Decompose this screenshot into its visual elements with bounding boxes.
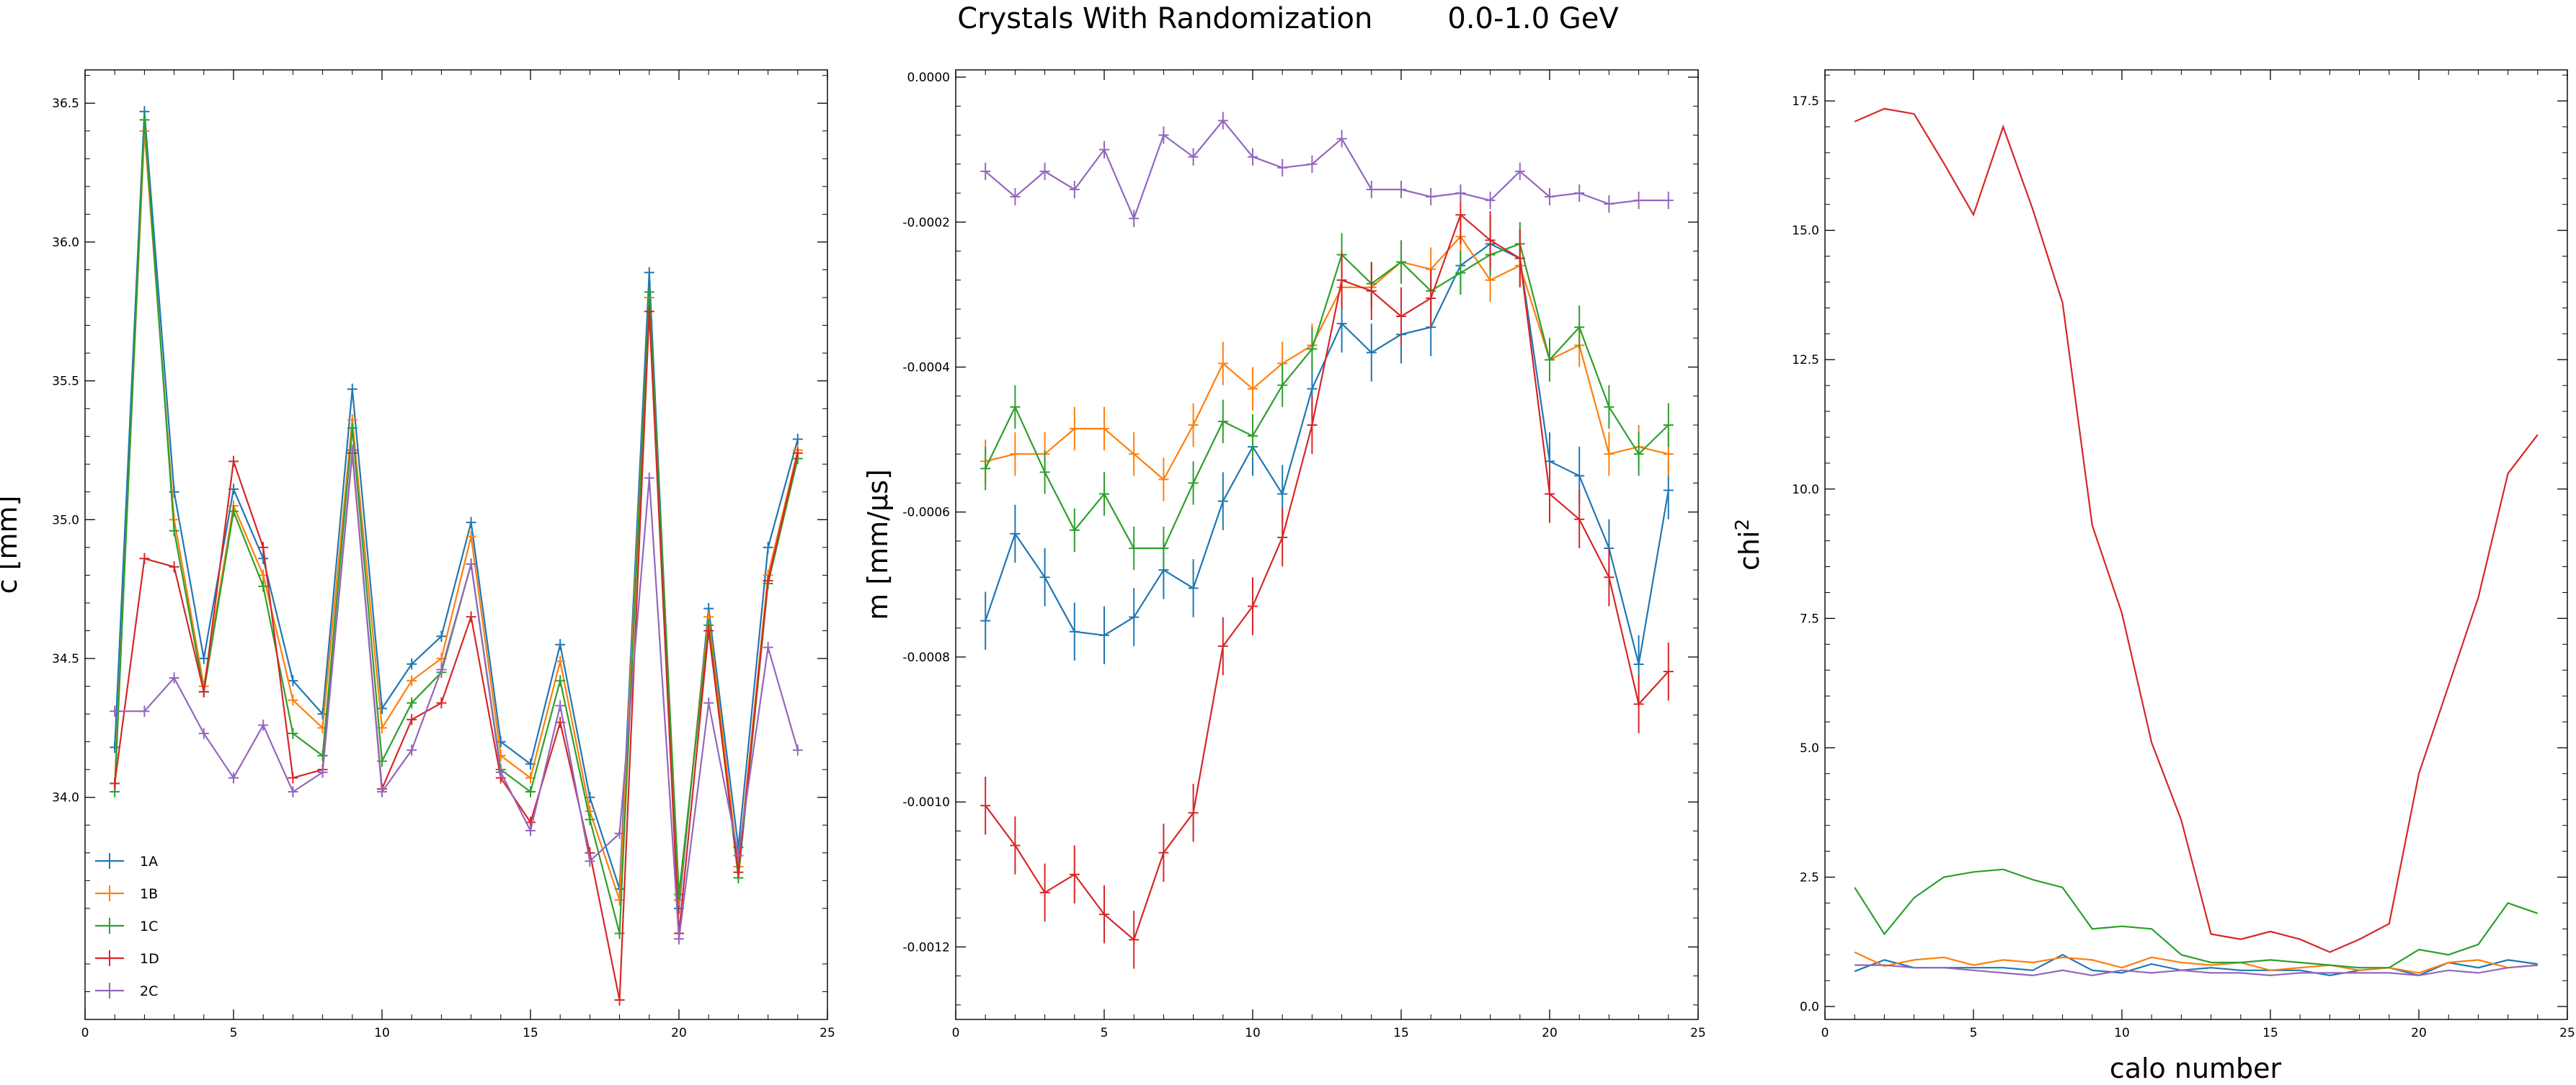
panels-group: 0 5 10 15 20 25 34.0 34.5 35.0 35.5 36.0 36.5 c [mm]… [0, 69, 2575, 1040]
y-tick-label: 0.0 [1800, 1000, 1819, 1014]
x-tick-label: 20 [2411, 1026, 2427, 1040]
series-line-1d [985, 213, 1669, 942]
y-tick-label: 17.5 [1792, 94, 1819, 109]
x-tick-label: 10 [374, 1026, 390, 1040]
series-1a [980, 215, 1674, 694]
y-tick-label: -0.0010 [902, 795, 950, 810]
series-line-1c [985, 243, 1669, 550]
y-tick-label: 36.0 [52, 236, 79, 250]
x-tick-label: 25 [820, 1026, 835, 1040]
energy-range-text: 0.0-1.0 GeV [1447, 2, 1619, 35]
legend-label: 1C [140, 919, 158, 934]
x-tick-label: 10 [2114, 1026, 2130, 1040]
series-line-1a [1854, 953, 2538, 977]
legend-label: 2C [140, 983, 158, 999]
y-tick-label: 12.5 [1792, 353, 1819, 367]
series-line-1b [114, 130, 799, 901]
series-line-1a [985, 243, 1669, 665]
legend-item-1d: 1D [95, 950, 159, 967]
chart-panel-2: 0 5 10 15 20 25 -0.0012 -0.0010 -0.0008 -0.0006 -0… [862, 69, 1706, 1040]
series-1c [110, 114, 803, 939]
series-line-2c [115, 450, 799, 939]
legend-label: 1A [140, 854, 158, 870]
legend-label: 1D [140, 951, 159, 967]
legend: 1A 1B 1C 1D 2C [95, 853, 159, 999]
x-tick-label: 5 [1101, 1026, 1109, 1040]
chart-panel-1: 0 5 10 15 20 25 34.0 34.5 35.0 35.5 36.0 36.5 c [mm]… [0, 69, 835, 1040]
chart-panel-3: 0 5 10 15 20 25 0.0 2.5 5.0 7.5 10.0 12.5 15.0 17.5 ch… [1732, 69, 2575, 1040]
series-1d [110, 305, 803, 1006]
shared-x-axis-label: calo number [2110, 1053, 2282, 1084]
y-tick-label: 34.5 [52, 652, 79, 666]
y-tick-label: 2.5 [1800, 870, 1819, 885]
y-tick-label: 10.0 [1792, 483, 1819, 497]
series-line-1d [1854, 107, 2539, 953]
series-1c [1854, 868, 2539, 969]
y-axis-label: chi2 [1732, 519, 1765, 571]
y-axis-label: c [mm] [0, 496, 23, 594]
series-line-2c [1855, 964, 2538, 977]
x-tick-label: 20 [1542, 1026, 1558, 1040]
series-1b [110, 125, 803, 906]
series-1c [980, 222, 1674, 571]
series-line-2c [985, 119, 1669, 221]
series-1b [1854, 951, 2538, 974]
y-tick-label: 34.0 [52, 791, 79, 805]
x-tick-label: 15 [2262, 1026, 2278, 1040]
figure-title: Crystals With Randomization 0.0-1.0 GeV [0, 0, 2576, 43]
y-tick-label: 5.0 [1800, 741, 1819, 756]
y-axis-label: m [mm/μs] [862, 469, 894, 620]
x-tick-label: 0 [952, 1026, 960, 1040]
y-tick-label: 35.0 [52, 513, 79, 527]
y-tick-label: -0.0006 [902, 506, 950, 520]
y-tick-label: 7.5 [1800, 612, 1819, 626]
y-tick-label: 0.0000 [907, 71, 950, 85]
series-2c [980, 112, 1674, 228]
x-tick-label: 0 [1821, 1026, 1829, 1040]
series-2c [1855, 964, 2538, 977]
series-line-1d [114, 311, 799, 1001]
legend-item-1c: 1C [95, 918, 158, 934]
y-tick-label: 15.0 [1792, 224, 1819, 238]
x-tick-label: 20 [671, 1026, 687, 1040]
series-line-1c [1854, 868, 2539, 969]
plot-frame [1824, 69, 2568, 1020]
plot-frame [84, 69, 828, 1020]
series-1a [110, 106, 803, 914]
x-tick-label: 0 [81, 1026, 89, 1040]
y-tick-label: -0.0012 [902, 940, 950, 955]
plot-frame [955, 69, 1699, 1020]
legend-label: 1B [140, 886, 158, 902]
y-tick-label: 36.5 [52, 97, 79, 111]
series-2c [110, 445, 803, 945]
legend-item-1a: 1A [95, 853, 158, 870]
x-tick-label: 5 [1970, 1026, 1978, 1040]
title-text: Crystals With Randomization [957, 2, 1373, 35]
y-tick-label: 35.5 [52, 375, 79, 389]
series-line-1b [1854, 951, 2538, 974]
x-tick-label: 15 [523, 1026, 538, 1040]
x-tick-label: 25 [2559, 1026, 2575, 1040]
y-tick-label: -0.0002 [902, 215, 950, 230]
series-1d [1854, 107, 2539, 953]
x-tick-label: 5 [230, 1026, 238, 1040]
x-tick-label: 15 [1393, 1026, 1409, 1040]
x-tick-label: 25 [1690, 1026, 1706, 1040]
y-tick-label: -0.0008 [902, 651, 950, 665]
series-line-1a [114, 111, 799, 908]
x-tick-label: 10 [1245, 1026, 1261, 1040]
legend-item-2c: 2C [95, 983, 158, 999]
legend-item-1b: 1B [95, 885, 158, 902]
y-tick-label: -0.0004 [902, 361, 950, 375]
series-1d [980, 185, 1674, 969]
